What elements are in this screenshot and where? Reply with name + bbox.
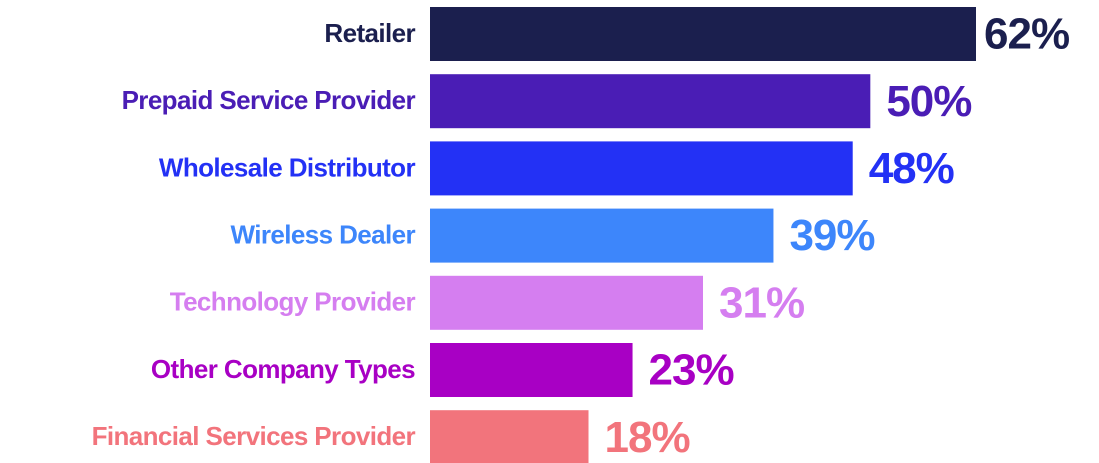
value-label: 62% [984, 10, 1069, 59]
bar [430, 275, 703, 330]
category-label: Wholesale Distributor [159, 152, 416, 182]
bar [430, 410, 589, 463]
value-label: 50% [886, 77, 971, 126]
value-label: 39% [789, 211, 874, 260]
value-label: 31% [719, 278, 804, 327]
value-label: 18% [605, 413, 690, 462]
category-label: Wireless Dealer [231, 219, 416, 249]
bar [430, 343, 633, 397]
bar [430, 141, 853, 196]
bar [430, 7, 976, 61]
category-label: Other Company Types [151, 354, 415, 384]
value-label: 23% [649, 346, 734, 395]
category-label: Technology Provider [170, 287, 416, 317]
category-label: Prepaid Service Provider [122, 85, 416, 115]
category-label: Retailer [324, 18, 415, 48]
category-label: Financial Services Provider [92, 421, 416, 451]
bar [430, 208, 774, 263]
bar [430, 74, 871, 129]
value-label: 48% [869, 144, 954, 193]
